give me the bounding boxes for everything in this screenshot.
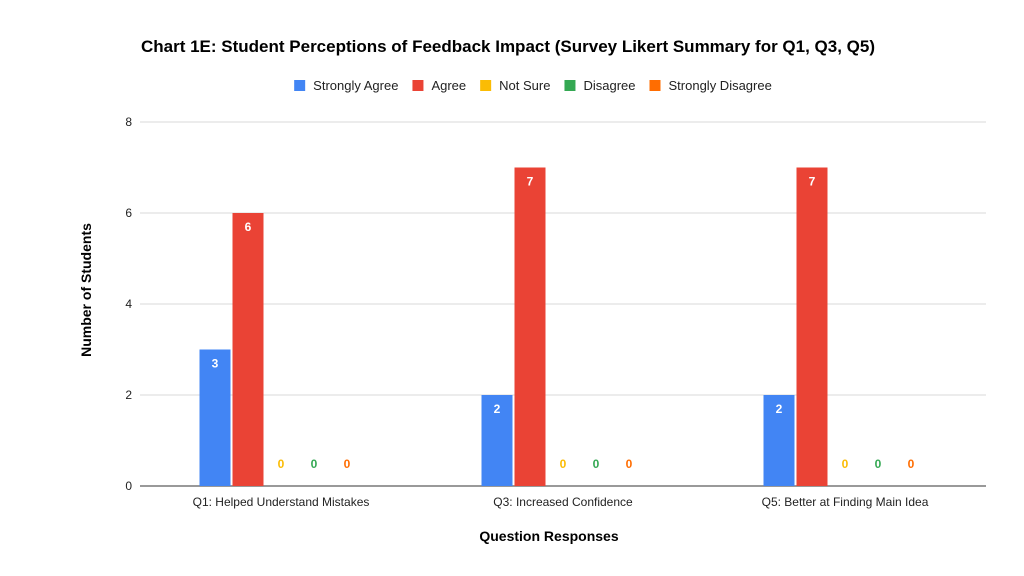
- gridlines: 0 2 4 6 8: [125, 115, 986, 493]
- bar-value-label: 0: [875, 457, 882, 471]
- x-axis-ticks: Q1: Helped Understand Mistakes Q3: Increa…: [193, 495, 929, 509]
- y-axis-title: Number of Students: [78, 223, 94, 357]
- bar-value-label: 0: [311, 457, 318, 471]
- x-tick-label: Q5: Better at Finding Main Idea: [762, 495, 929, 509]
- legend-label: Strongly Disagree: [669, 78, 772, 93]
- bars: 3 6 0 0 0 2 7 0 0 0 2 7 0 0 0: [199, 167, 915, 486]
- bar-value-label: 2: [494, 402, 501, 416]
- x-tick-label: Q3: Increased Confidence: [493, 495, 633, 509]
- bar-value-label: 0: [560, 457, 567, 471]
- y-tick-label: 8: [125, 115, 132, 129]
- legend-label: Disagree: [583, 78, 635, 93]
- bar-value-label: 3: [212, 357, 219, 371]
- legend-swatch: [412, 80, 424, 91]
- bar-value-label: 0: [278, 457, 285, 471]
- y-tick-label: 4: [125, 297, 132, 311]
- legend-item: Strongly Disagree: [649, 78, 772, 93]
- bar-value-label: 7: [527, 175, 534, 189]
- bar-value-label: 6: [245, 220, 252, 234]
- x-axis-title: Question Responses: [479, 528, 618, 544]
- bar-agree: [232, 213, 264, 486]
- legend-swatch: [564, 80, 576, 91]
- bar-value-label: 0: [842, 457, 849, 471]
- bar-value-label: 2: [776, 402, 783, 416]
- bar-value-label: 0: [593, 457, 600, 471]
- bar-strongly-agree: [481, 395, 513, 486]
- bar-agree: [514, 167, 546, 486]
- legend-swatch: [649, 80, 661, 91]
- bar-value-label: 0: [626, 457, 633, 471]
- y-tick-label: 6: [125, 206, 132, 220]
- bar-strongly-agree: [763, 395, 795, 486]
- bar-value-label: 7: [809, 175, 816, 189]
- legend-swatch: [480, 80, 492, 91]
- chart-title: Chart 1E: Student Perceptions of Feedbac…: [141, 37, 875, 56]
- legend-item: Strongly Agree: [294, 78, 398, 93]
- legend-item: Agree: [412, 78, 466, 93]
- bar-value-label: 0: [908, 457, 915, 471]
- legend-label: Strongly Agree: [313, 78, 398, 93]
- bar-strongly-agree: [199, 349, 231, 486]
- bar-agree: [796, 167, 828, 486]
- legend-item: Not Sure: [480, 78, 550, 93]
- legend-swatch: [294, 80, 306, 91]
- y-tick-label: 2: [125, 388, 132, 402]
- legend-label: Not Sure: [499, 78, 550, 93]
- legend: Strongly Agree Agree Not Sure Disagree Stron…: [294, 78, 772, 93]
- y-tick-label: 0: [125, 479, 132, 493]
- legend-item: Disagree: [564, 78, 636, 93]
- bar-value-label: 0: [344, 457, 351, 471]
- legend-label: Agree: [431, 78, 466, 93]
- x-tick-label: Q1: Helped Understand Mistakes: [193, 495, 370, 509]
